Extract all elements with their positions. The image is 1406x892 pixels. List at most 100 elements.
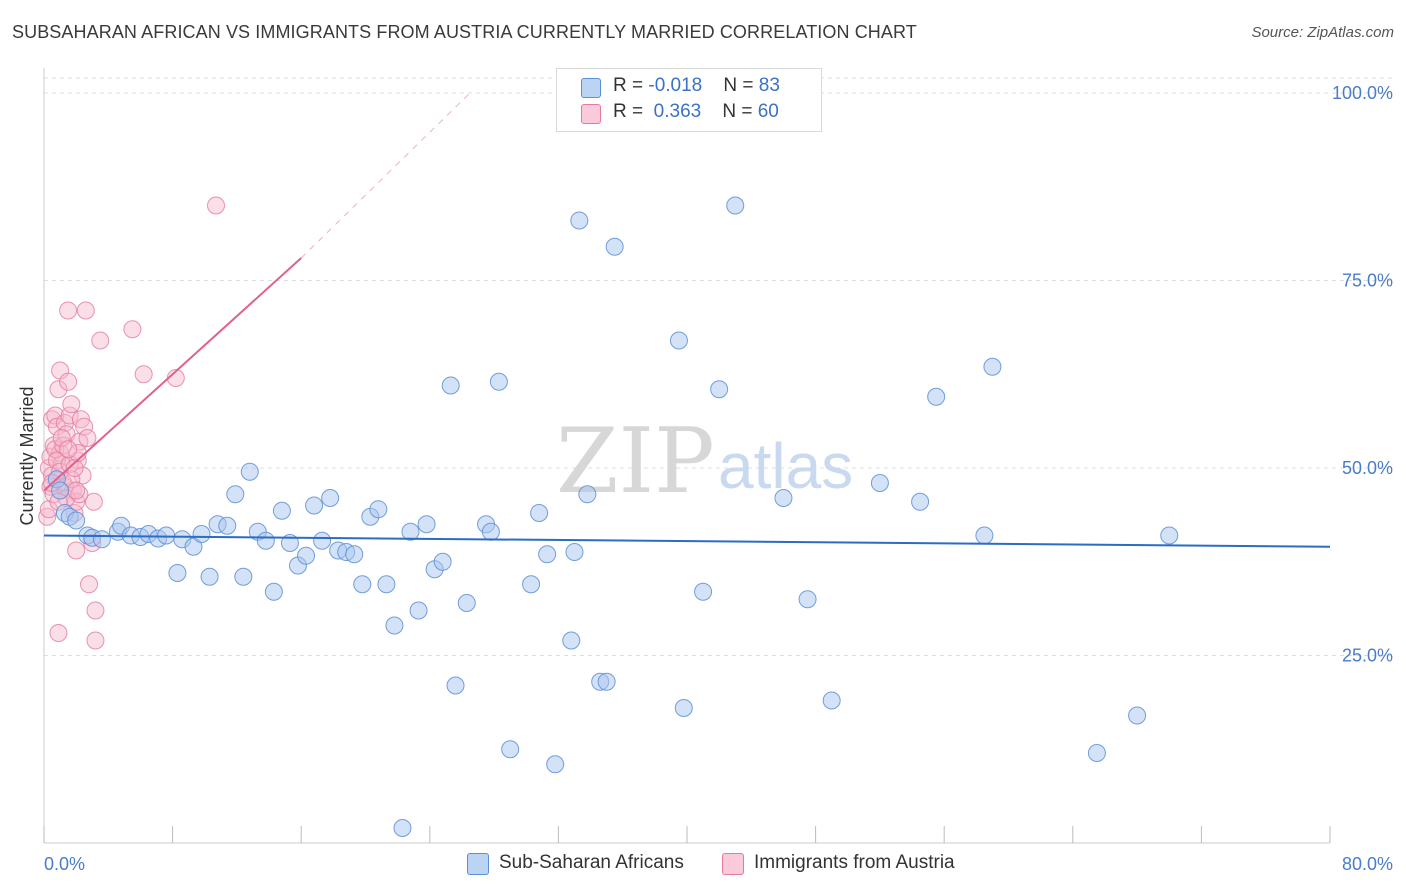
subsaharan-point xyxy=(1160,526,1179,545)
axes xyxy=(43,68,1331,844)
subsaharan-point xyxy=(226,485,245,504)
subsaharan-point xyxy=(264,582,283,601)
subsaharan-point xyxy=(911,492,930,511)
austria-point xyxy=(38,507,57,526)
legend-n-value: 83 xyxy=(758,75,780,96)
subsaharan-point xyxy=(669,331,688,350)
subsaharan-point xyxy=(377,575,396,594)
legend-swatch-blue xyxy=(581,78,601,98)
subsaharan-point xyxy=(694,582,713,601)
austria-point xyxy=(207,196,226,215)
legend-swatch-pink xyxy=(581,104,601,124)
subsaharan-point xyxy=(457,594,476,612)
y-tick-label: 25.0% xyxy=(1342,646,1393,666)
trend-line-austria-extension xyxy=(300,92,471,259)
legend-n-label: N = xyxy=(722,101,758,122)
subsaharan-points xyxy=(47,196,1179,837)
subsaharan-point xyxy=(441,376,460,395)
subsaharan-point xyxy=(927,387,946,406)
legend-r-value: -0.018 xyxy=(648,75,703,96)
trend-line-austria xyxy=(43,257,302,492)
subsaharan-point xyxy=(321,489,340,507)
austria-point xyxy=(52,429,71,447)
subsaharan-point xyxy=(280,534,299,552)
austria-point xyxy=(60,406,79,425)
subsaharan-point xyxy=(297,546,316,565)
trend-line-subsaharan xyxy=(43,534,1331,548)
x-tick-label: 80.0% xyxy=(1342,854,1393,874)
subsaharan-point xyxy=(433,552,452,571)
subsaharan-point xyxy=(353,575,372,594)
austria-point xyxy=(134,365,153,384)
subsaharan-point xyxy=(605,237,624,256)
subsaharan-point xyxy=(401,522,420,541)
subsaharan-point xyxy=(1128,706,1147,725)
legend-r-label: R = xyxy=(613,75,649,96)
austria-point xyxy=(76,301,95,320)
subsaharan-point xyxy=(983,357,1002,376)
austria-point xyxy=(84,492,103,511)
correlation-legend: R = -0.018 N = 83 R = 0.363 N = 60 xyxy=(556,68,822,132)
austria-point xyxy=(67,481,86,500)
austria-point xyxy=(49,380,68,399)
y-tick-label: 100.0% xyxy=(1332,83,1393,103)
austria-point xyxy=(59,372,78,391)
legend-swatch-pink xyxy=(722,853,744,875)
chart-title: SUBSAHARAN AFRICAN VS IMMIGRANTS FROM AU… xyxy=(12,22,917,42)
subsaharan-point xyxy=(501,740,520,759)
subsaharan-point xyxy=(597,672,616,691)
subsaharan-point xyxy=(565,543,584,561)
austria-point xyxy=(49,624,68,642)
austria-point xyxy=(65,459,84,477)
subsaharan-point xyxy=(192,525,211,543)
legend-n-label: N = xyxy=(723,75,759,96)
austria-point xyxy=(75,417,94,436)
austria-points xyxy=(38,196,226,650)
austria-point xyxy=(91,331,110,350)
legend-swatch-blue xyxy=(467,853,489,875)
subsaharan-point xyxy=(234,567,253,586)
subsaharan-point xyxy=(67,511,86,530)
subsaharan-point xyxy=(1087,744,1106,762)
austria-point xyxy=(59,301,78,320)
austria-point xyxy=(46,406,65,425)
austria-point xyxy=(80,575,99,594)
subsaharan-point xyxy=(570,211,589,230)
subsaharan-point xyxy=(530,504,549,522)
subsaharan-point xyxy=(51,481,70,500)
austria-point xyxy=(123,320,142,339)
x-tick-labels: 0.0% 80.0% xyxy=(44,854,1393,874)
subsaharan-point xyxy=(168,564,187,582)
subsaharan-point xyxy=(726,196,745,215)
subsaharan-point xyxy=(798,590,817,609)
y-tick-label: 50.0% xyxy=(1342,458,1393,478)
subsaharan-point xyxy=(446,676,465,695)
subsaharan-point xyxy=(313,531,332,550)
legend-r-value: 0.363 xyxy=(653,101,702,122)
trend-lines xyxy=(43,92,1331,548)
subsaharan-point xyxy=(562,631,581,650)
subsaharan-point xyxy=(184,537,203,556)
source-label: Source: ZipAtlas.com xyxy=(1251,24,1394,41)
legend-label-austria: Immigrants from Austria xyxy=(754,852,955,873)
subsaharan-point xyxy=(409,601,428,620)
subsaharan-point xyxy=(481,522,500,541)
subsaharan-point xyxy=(240,462,259,481)
legend-n-value: 60 xyxy=(757,101,779,122)
subsaharan-point xyxy=(157,526,176,545)
subsaharan-point xyxy=(417,515,436,534)
subsaharan-point xyxy=(369,500,388,519)
subsaharan-point xyxy=(975,526,994,545)
watermark: ZIP atlas xyxy=(556,409,853,514)
austria-point xyxy=(86,601,105,620)
x-tick-label: 0.0% xyxy=(44,854,85,874)
y-tick-label: 75.0% xyxy=(1342,271,1393,291)
austria-point xyxy=(86,631,105,650)
subsaharan-point xyxy=(674,699,693,717)
subsaharan-point xyxy=(200,567,219,586)
subsaharan-point xyxy=(774,489,793,507)
austria-point xyxy=(62,395,81,414)
subsaharan-point xyxy=(578,485,597,504)
subsaharan-point xyxy=(272,501,291,520)
